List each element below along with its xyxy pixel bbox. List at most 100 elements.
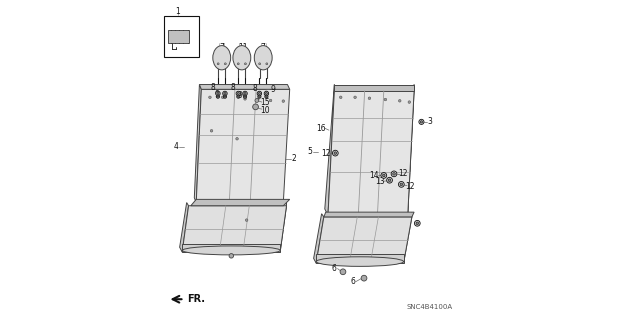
Circle shape: [223, 95, 227, 98]
Circle shape: [383, 174, 385, 177]
Circle shape: [221, 96, 224, 99]
Circle shape: [400, 183, 403, 186]
Polygon shape: [195, 85, 202, 203]
Circle shape: [266, 96, 267, 97]
Circle shape: [264, 91, 269, 96]
Circle shape: [399, 100, 401, 102]
Circle shape: [236, 137, 238, 140]
Text: 16: 16: [316, 124, 326, 133]
Circle shape: [415, 220, 420, 226]
Polygon shape: [334, 85, 414, 91]
Polygon shape: [324, 212, 414, 217]
Circle shape: [269, 99, 272, 102]
Polygon shape: [404, 212, 412, 263]
Circle shape: [384, 98, 387, 101]
Circle shape: [223, 91, 227, 96]
Polygon shape: [180, 203, 189, 252]
Text: 2: 2: [291, 154, 296, 163]
Circle shape: [255, 99, 259, 102]
Text: 15: 15: [260, 98, 270, 107]
Circle shape: [381, 173, 387, 178]
Circle shape: [258, 95, 261, 98]
Text: 10: 10: [260, 106, 270, 115]
Bar: [168, 30, 189, 43]
Circle shape: [340, 269, 346, 275]
Circle shape: [237, 95, 240, 98]
Circle shape: [361, 275, 367, 281]
Polygon shape: [182, 244, 280, 252]
Polygon shape: [408, 85, 414, 215]
Polygon shape: [191, 199, 290, 206]
Circle shape: [245, 219, 248, 221]
Circle shape: [237, 63, 239, 65]
Text: 7: 7: [260, 43, 266, 52]
Circle shape: [399, 182, 404, 187]
Circle shape: [244, 63, 246, 65]
Bar: [164, 16, 199, 57]
Circle shape: [211, 130, 213, 132]
Circle shape: [224, 93, 226, 94]
Circle shape: [368, 97, 371, 100]
Circle shape: [388, 179, 391, 182]
Circle shape: [259, 96, 260, 97]
Circle shape: [217, 93, 219, 94]
Text: 8: 8: [231, 83, 236, 92]
Text: 6: 6: [332, 264, 337, 273]
Circle shape: [237, 93, 239, 94]
Circle shape: [253, 104, 259, 110]
Polygon shape: [196, 89, 290, 203]
Circle shape: [257, 91, 262, 96]
Polygon shape: [182, 206, 287, 252]
Polygon shape: [200, 85, 290, 89]
Ellipse shape: [254, 46, 272, 70]
Circle shape: [209, 96, 211, 99]
Circle shape: [282, 100, 285, 102]
Circle shape: [416, 222, 419, 225]
Circle shape: [265, 95, 268, 98]
Circle shape: [408, 101, 411, 103]
Text: 12: 12: [398, 169, 408, 178]
Circle shape: [243, 95, 246, 98]
Ellipse shape: [233, 46, 251, 70]
Text: 11: 11: [237, 43, 247, 52]
Ellipse shape: [213, 46, 230, 70]
Circle shape: [217, 63, 219, 65]
Text: 9: 9: [215, 90, 220, 99]
Text: 3: 3: [428, 117, 433, 126]
Circle shape: [225, 63, 227, 65]
Circle shape: [332, 150, 338, 156]
Ellipse shape: [316, 257, 404, 266]
Circle shape: [419, 119, 424, 124]
Polygon shape: [328, 91, 414, 215]
Circle shape: [244, 96, 246, 97]
Circle shape: [243, 91, 247, 96]
Circle shape: [236, 91, 241, 96]
Text: 7: 7: [220, 43, 224, 52]
Circle shape: [354, 96, 356, 99]
Text: 5: 5: [307, 147, 312, 156]
Ellipse shape: [182, 246, 280, 255]
Circle shape: [266, 93, 268, 94]
Circle shape: [259, 63, 260, 65]
Circle shape: [339, 96, 342, 99]
Text: 1: 1: [175, 7, 180, 16]
Polygon shape: [316, 217, 412, 263]
Text: 9: 9: [270, 85, 275, 94]
Text: 14: 14: [369, 171, 379, 180]
Circle shape: [257, 98, 259, 101]
Text: 4: 4: [173, 142, 179, 151]
Text: 8: 8: [210, 83, 215, 92]
Circle shape: [237, 96, 239, 97]
Polygon shape: [280, 203, 287, 252]
Text: 12: 12: [406, 182, 415, 191]
Circle shape: [244, 93, 246, 94]
Text: FR.: FR.: [187, 294, 205, 304]
Polygon shape: [316, 254, 404, 263]
Circle shape: [387, 177, 392, 183]
Text: 9: 9: [237, 91, 242, 100]
Circle shape: [216, 95, 220, 98]
Polygon shape: [324, 85, 334, 215]
Circle shape: [224, 96, 226, 97]
Circle shape: [259, 93, 260, 94]
Text: SNC4B4100A: SNC4B4100A: [407, 304, 453, 310]
